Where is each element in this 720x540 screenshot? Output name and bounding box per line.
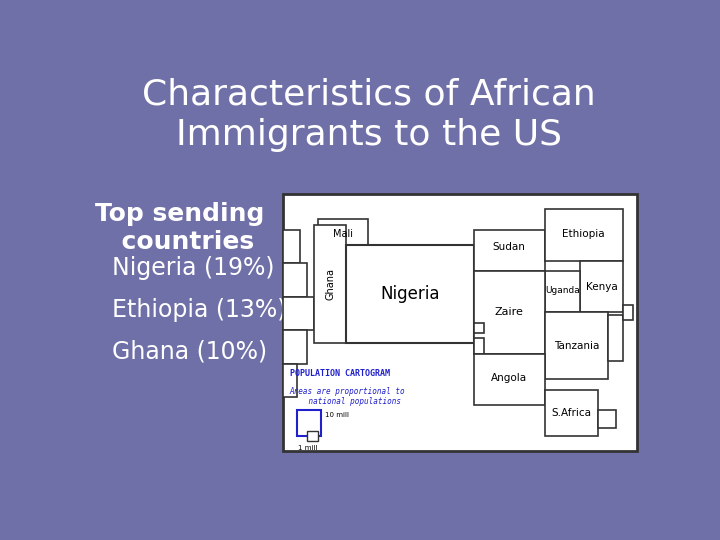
Bar: [315, 225, 346, 343]
Text: Kenya: Kenya: [585, 281, 617, 292]
Bar: [623, 305, 634, 320]
Bar: [545, 209, 623, 261]
Bar: [474, 322, 485, 333]
Text: Nigeria (19%): Nigeria (19%): [112, 256, 275, 280]
Bar: [474, 338, 485, 354]
Text: Sudan: Sudan: [493, 241, 526, 252]
Bar: [318, 219, 367, 251]
Text: Nigeria: Nigeria: [380, 285, 440, 303]
Bar: [282, 297, 315, 330]
Text: S.Africa: S.Africa: [552, 408, 591, 418]
Bar: [474, 354, 545, 405]
Text: Characteristics of African
Immigrants to the US: Characteristics of African Immigrants to…: [142, 77, 596, 152]
Text: Ghana (10%): Ghana (10%): [112, 339, 267, 363]
Bar: [474, 271, 545, 354]
Bar: [282, 330, 307, 364]
Bar: [545, 271, 580, 312]
Text: Ghana: Ghana: [325, 268, 336, 300]
Text: 10 mill: 10 mill: [325, 413, 349, 418]
Text: Angola: Angola: [491, 373, 527, 383]
Bar: [282, 264, 307, 297]
Text: Uganda: Uganda: [545, 286, 580, 295]
Text: 1 mill: 1 mill: [297, 445, 317, 451]
Bar: [346, 245, 474, 343]
Bar: [545, 312, 608, 379]
Text: Ethiopia: Ethiopia: [562, 228, 605, 239]
Text: Ethiopia (13%): Ethiopia (13%): [112, 298, 287, 322]
Bar: [282, 194, 636, 451]
Bar: [545, 390, 598, 436]
Text: Zaire: Zaire: [495, 307, 523, 318]
Text: Mali: Mali: [333, 228, 353, 239]
Bar: [474, 230, 545, 271]
Text: Areas are proportional to
    national populations: Areas are proportional to national popul…: [289, 387, 405, 407]
Text: Top sending
  countries: Top sending countries: [94, 202, 264, 254]
Bar: [282, 364, 297, 397]
Bar: [608, 315, 623, 361]
Bar: [307, 431, 318, 441]
Bar: [282, 230, 300, 264]
Bar: [598, 410, 616, 428]
Bar: [580, 261, 623, 312]
Text: POPULATION CARTOGRAM: POPULATION CARTOGRAM: [289, 369, 390, 378]
Bar: [297, 410, 322, 436]
Text: Tanzania: Tanzania: [554, 341, 599, 351]
